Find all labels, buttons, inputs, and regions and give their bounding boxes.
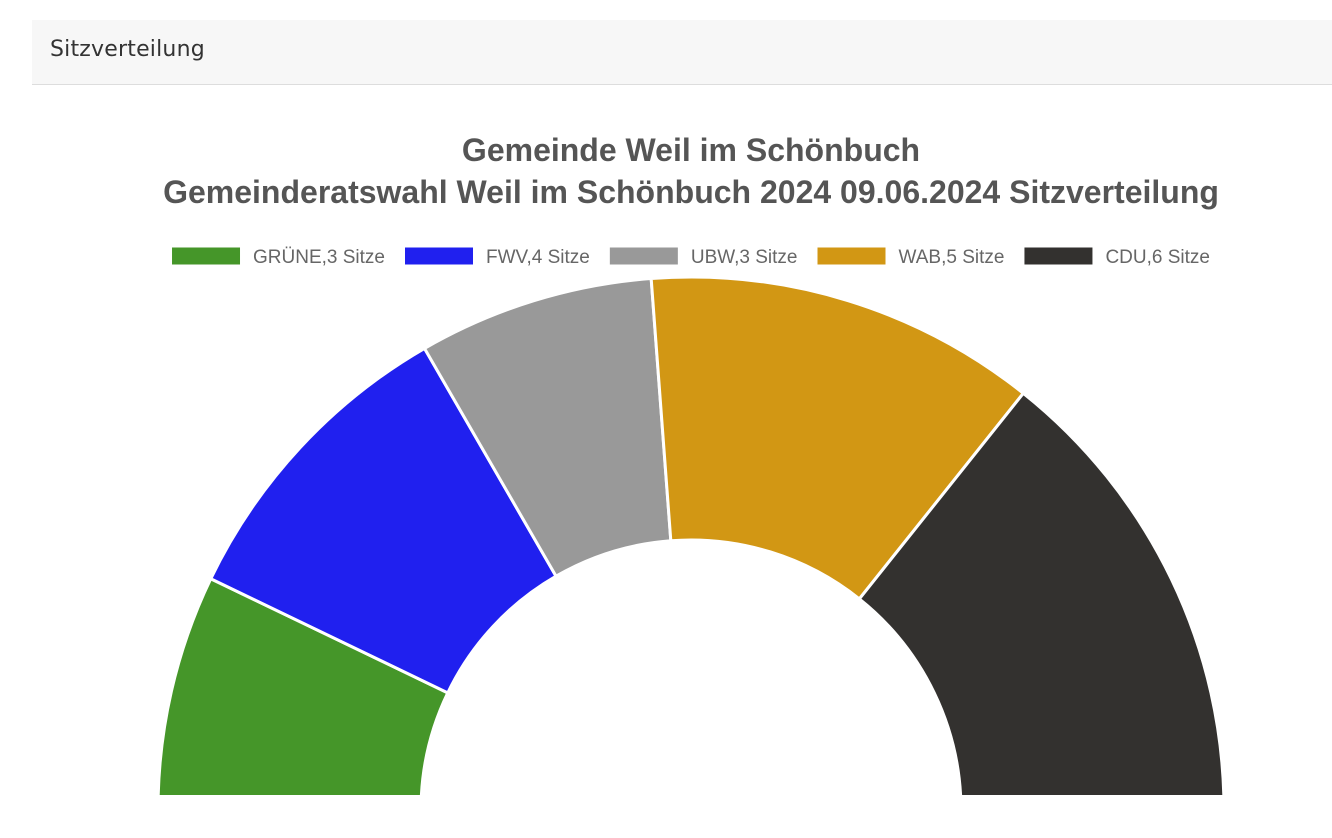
chart-legend: GRÜNE,3 Sitze FWV,4 Sitze UBW,3 Sitze WAB,5… — [172, 247, 1210, 268]
legend-label: UBW,3 Sitze — [691, 247, 798, 268]
legend-label: WAB,5 Sitze — [899, 247, 1005, 268]
legend-item-ubw[interactable]: UBW,3 Sitze — [609, 247, 798, 268]
legend-swatch — [172, 247, 241, 265]
slice-wab[interactable] — [649, 275, 1026, 602]
panel-header: Sitzverteilung — [32, 20, 1332, 85]
legend-label: FWV,4 Sitze — [486, 247, 590, 268]
slice-cdu[interactable] — [857, 391, 1226, 810]
legend-item-fwv[interactable]: FWV,4 Sitze — [405, 247, 590, 268]
legend-item-wab[interactable]: WAB,5 Sitze — [817, 247, 1005, 268]
legend-label: GRÜNE,3 Sitze — [253, 247, 385, 268]
chart-slices — [156, 275, 1226, 810]
legend-swatch — [405, 247, 473, 265]
legend-swatch — [609, 247, 678, 265]
chart-title-line2: Gemeinderatswahl Weil im Schönbuch 2024 … — [163, 174, 1219, 210]
panel-title: Sitzverteilung — [50, 37, 205, 62]
chart-title-line1: Gemeinde Weil im Schönbuch — [462, 132, 920, 168]
legend-swatch — [817, 247, 886, 265]
slice-fwv[interactable] — [208, 346, 559, 695]
legend-item-grüne[interactable]: GRÜNE,3 Sitze — [172, 247, 385, 268]
legend-swatch — [1024, 247, 1093, 265]
legend-item-cdu[interactable]: CDU,6 Sitze — [1024, 247, 1210, 268]
legend-label: CDU,6 Sitze — [1105, 247, 1210, 268]
